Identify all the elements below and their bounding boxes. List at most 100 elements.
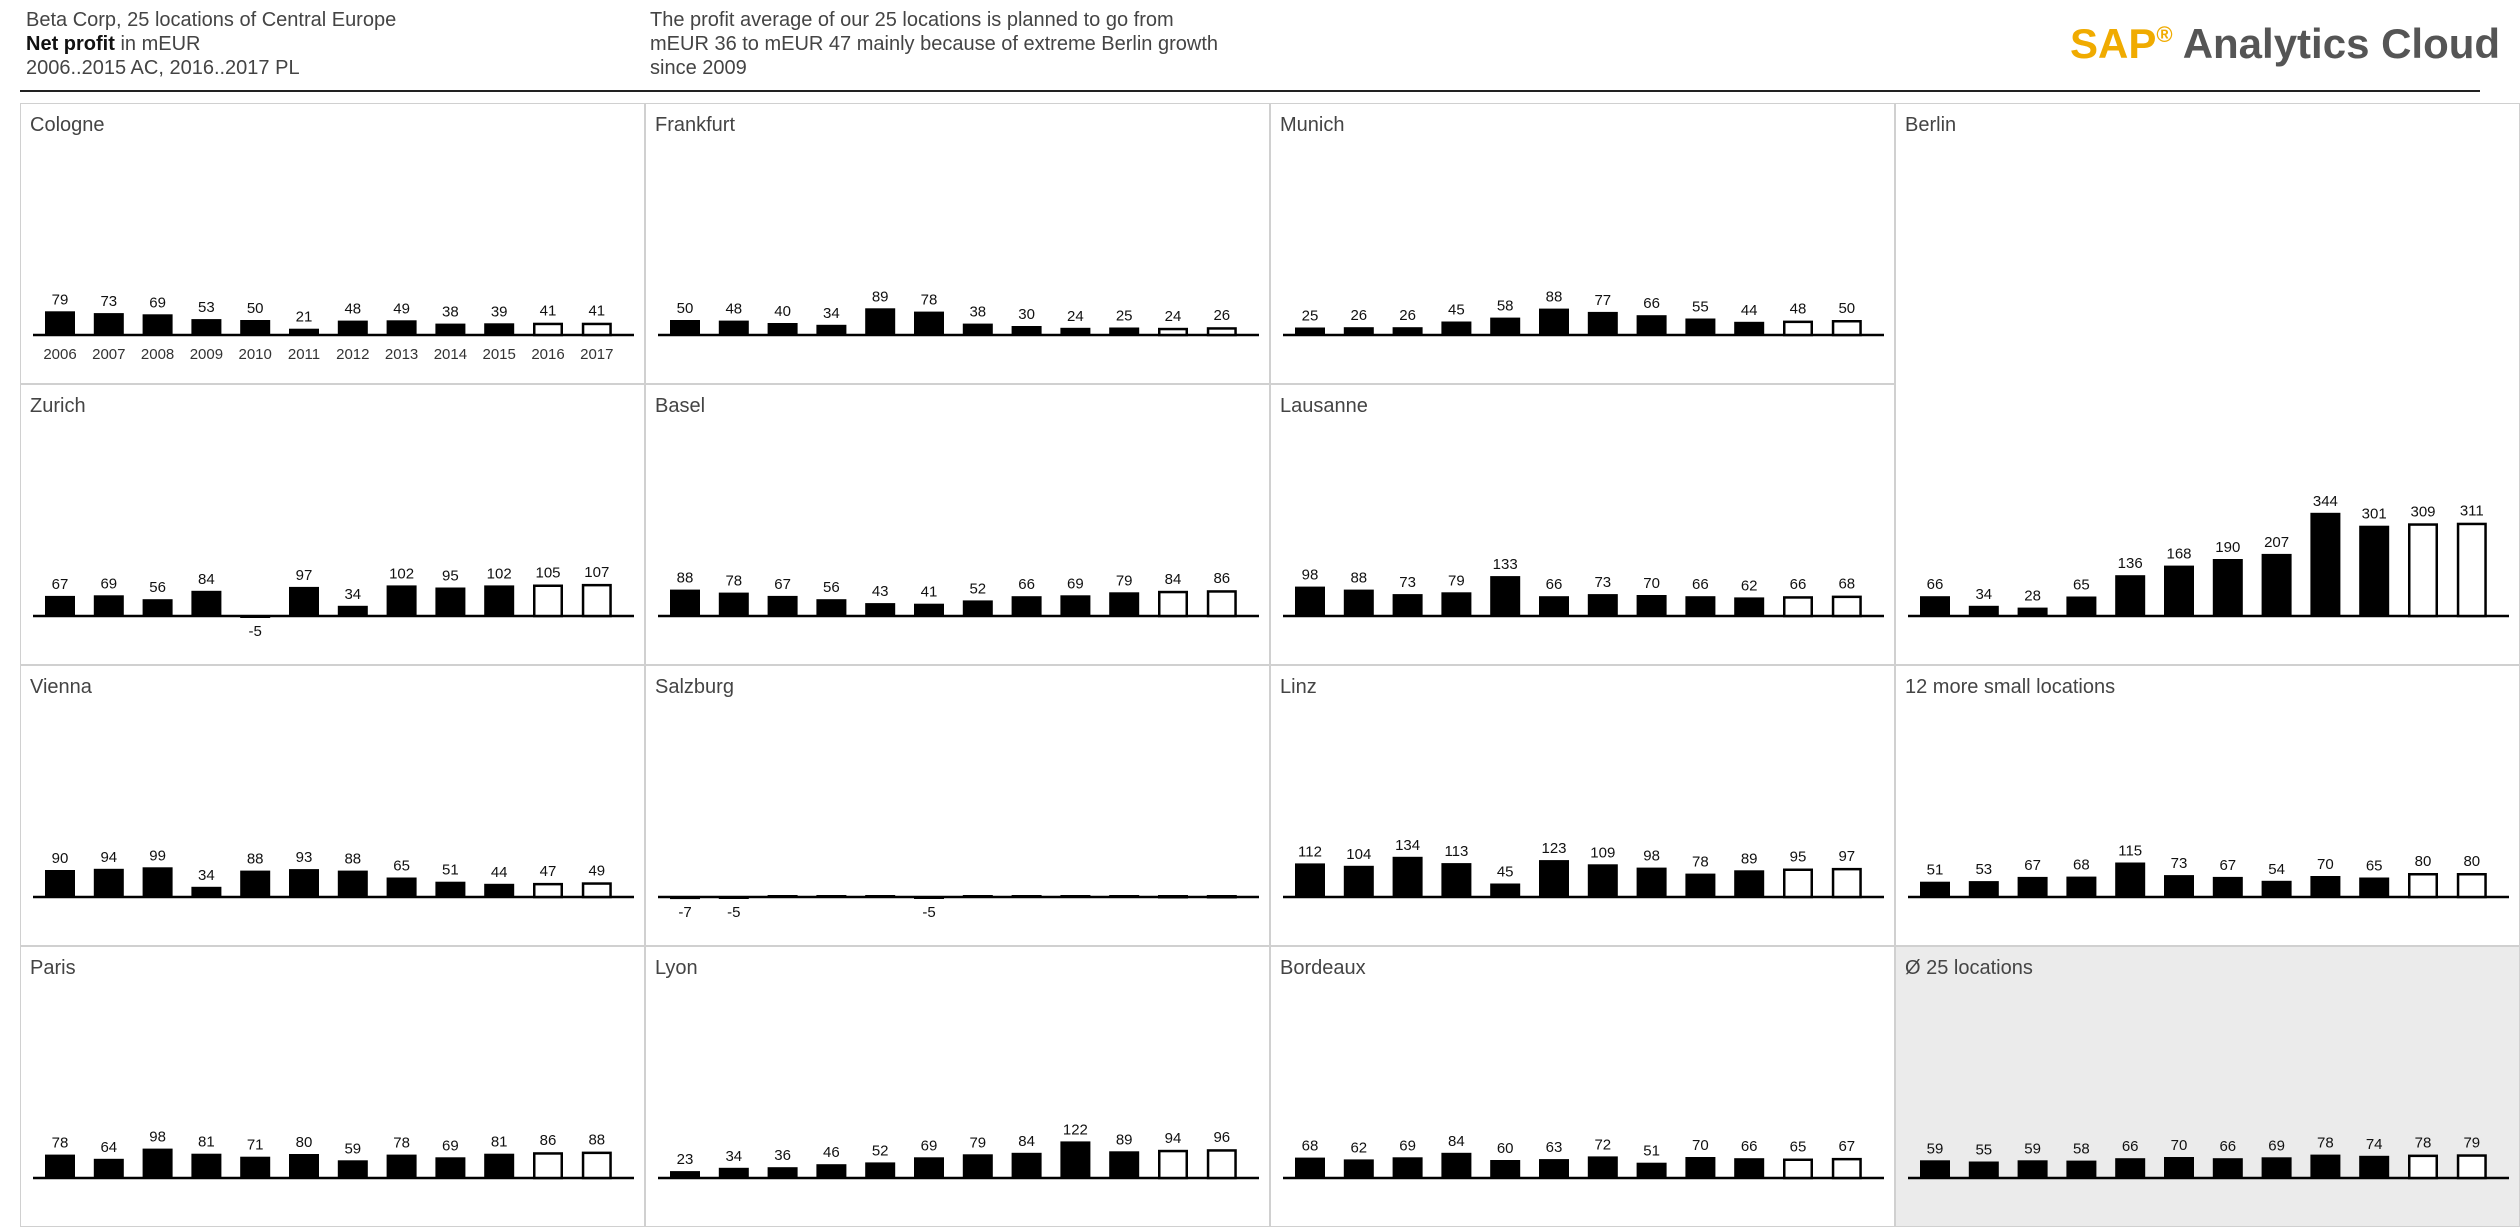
data-label: 78	[1692, 854, 1709, 871]
bar-2008-actual	[142, 867, 173, 897]
bar-2017-plan	[1206, 327, 1237, 337]
header-measure-unit: in mEUR	[114, 33, 201, 55]
data-label: 60	[1497, 1140, 1514, 1157]
data-label: 78	[921, 292, 938, 309]
chart-panel-basel: Basel 88 78 67 56 43 41 52 66 69 79 84 86	[645, 384, 1270, 665]
bar-2015-actual	[1734, 1158, 1765, 1178]
bar-2010-actual	[240, 616, 271, 618]
bar-2017-plan	[2456, 873, 2487, 899]
data-label: 311	[2460, 503, 2484, 520]
bar-2006-actual	[670, 897, 700, 900]
bar-2011-actual	[289, 328, 319, 335]
bar-2008-actual	[142, 599, 173, 616]
bar-chart-12-more-small-locations: 51 53 67 68 115 73 67 54 70 65 80 80	[1908, 843, 2509, 899]
data-label: 46	[823, 1144, 840, 1161]
data-label: 59	[344, 1140, 361, 1157]
data-label: 48	[725, 301, 742, 318]
bar-2017-plan	[1831, 867, 1862, 899]
data-label: 50	[247, 300, 264, 317]
x-tick-label: 2007	[92, 346, 125, 363]
bar-2008-actual	[142, 314, 173, 335]
data-label: -5	[922, 904, 935, 921]
data-label: 88	[247, 851, 264, 868]
data-label: 102	[487, 565, 512, 582]
header-company: Beta Corp, 25 locations of Central Europ…	[26, 9, 397, 31]
bar-2006-actual	[1920, 881, 1950, 897]
data-label: 30	[1018, 306, 1035, 323]
data-label: 77	[1594, 292, 1611, 309]
bar-2007-actual	[718, 1167, 749, 1178]
data-label: 26	[1399, 307, 1416, 324]
x-tick-label: 2016	[531, 346, 564, 363]
data-label: 88	[677, 570, 694, 587]
data-label: 68	[1302, 1138, 1319, 1155]
bar-2013-actual	[386, 585, 417, 616]
data-label: 55	[1975, 1142, 1992, 1159]
data-label: 68	[1838, 576, 1855, 593]
bar-chart-lausanne: 98 88 73 79 133 66 73 70 66 62 66 68	[1283, 556, 1884, 618]
chart-title-zurich: Zurich	[30, 395, 86, 417]
bar-2016-plan	[533, 1152, 563, 1180]
bar-chart-basel: 88 78 67 56 43 41 52 66 69 79 84 86	[658, 570, 1259, 618]
bar-2006-actual	[1295, 586, 1325, 616]
data-label: 41	[588, 303, 605, 320]
bar-2013-actual	[1011, 596, 1042, 616]
data-label: 66	[1546, 576, 1563, 593]
data-label: 79	[52, 291, 69, 308]
bar-2014-actual	[1685, 596, 1716, 616]
bar-2015-actual	[1734, 870, 1765, 897]
bar-2012-actual	[1587, 864, 1618, 897]
bar-2016-plan	[1783, 320, 1813, 337]
chart-panel-lausanne: Lausanne 98 88 73 79 133 66 73 70 66 62 66 68	[1270, 384, 1895, 665]
bar-2013-actual	[386, 877, 417, 897]
bar-2011-actual	[914, 603, 944, 616]
data-label: 95	[442, 568, 459, 585]
data-label: 89	[872, 288, 889, 305]
data-label: 72	[1594, 1136, 1611, 1153]
data-label: 34	[344, 586, 361, 603]
bar-2012-actual	[1587, 594, 1618, 616]
data-label: 58	[2073, 1141, 2090, 1158]
data-label: 71	[247, 1137, 264, 1154]
bar-2006-actual	[45, 595, 75, 616]
bar-chart-avg-25-locations: 59 55 59 58 66 70 66 69 78 74 78 79	[1908, 1134, 2509, 1180]
chart-panel-salzburg: Salzburg -7 -5 -5	[645, 665, 1270, 946]
bar-2007-actual	[1968, 1161, 1999, 1178]
bar-2015-actual	[484, 1153, 515, 1178]
data-label: 53	[1975, 861, 1992, 878]
data-label: 63	[1546, 1139, 1563, 1156]
bar-2014-actual	[1685, 873, 1716, 897]
data-label: 62	[1350, 1139, 1367, 1156]
bar-2012-actual	[962, 1154, 993, 1178]
chart-panel-cologne: Cologne 79 2006 73 2007 69 2008 53 2009 50 2010 21 2…	[20, 103, 645, 384]
bar-2015-actual	[484, 883, 515, 897]
bar-2011-actual	[1539, 596, 1569, 616]
data-label: 70	[2171, 1137, 2188, 1154]
data-label: 66	[1790, 576, 1807, 593]
bar-2010-actual	[2115, 1158, 2146, 1178]
bar-2015-actual	[2359, 1155, 2390, 1178]
chart-panel-lyon: Lyon 23 34 36 46 52 69 79 84 122 89 94 96	[645, 946, 1270, 1227]
x-tick-label: 2014	[434, 346, 467, 363]
data-label: 55	[1692, 299, 1709, 316]
data-label: 79	[2463, 1134, 2480, 1151]
bar-2007-actual	[1968, 605, 1999, 616]
bar-2007-actual	[93, 868, 124, 897]
data-label: 99	[149, 847, 166, 864]
data-label: 45	[1448, 302, 1465, 319]
bar-2011-actual	[914, 897, 944, 899]
data-label: 69	[1067, 575, 1084, 592]
data-label: 56	[823, 579, 840, 596]
data-label: 47	[540, 863, 557, 880]
data-label: 24	[1165, 308, 1182, 325]
data-label: 66	[2122, 1138, 2139, 1155]
x-tick-label: 2013	[385, 346, 418, 363]
data-label: 98	[149, 1129, 166, 1146]
data-label: 23	[677, 1151, 694, 1168]
data-label: 21	[296, 309, 313, 326]
bar-2012-actual	[337, 870, 368, 897]
data-label: -5	[727, 904, 740, 921]
bar-2017-plan	[1206, 1149, 1237, 1180]
data-label: 65	[2073, 577, 2090, 594]
